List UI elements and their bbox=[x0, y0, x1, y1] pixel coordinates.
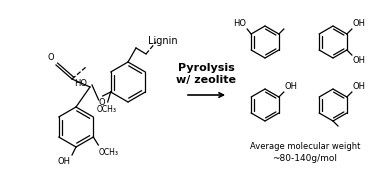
Text: O: O bbox=[47, 53, 54, 62]
Text: OH: OH bbox=[353, 19, 366, 28]
Text: Average molecular weight: Average molecular weight bbox=[250, 142, 360, 151]
Text: Lignin: Lignin bbox=[148, 36, 178, 46]
Text: HO: HO bbox=[74, 80, 87, 89]
Text: ~80-140g/mol: ~80-140g/mol bbox=[273, 154, 338, 163]
Text: HO: HO bbox=[233, 19, 246, 28]
Text: OCH₃: OCH₃ bbox=[98, 148, 118, 157]
Text: Pyrolysis: Pyrolysis bbox=[178, 63, 235, 73]
Text: OCH₃: OCH₃ bbox=[97, 105, 117, 114]
Text: OH: OH bbox=[353, 82, 366, 91]
Text: O: O bbox=[98, 98, 105, 107]
Text: OH: OH bbox=[285, 82, 298, 91]
Text: OH: OH bbox=[353, 56, 366, 65]
Text: OH: OH bbox=[58, 157, 71, 166]
Text: w/ zeolite: w/ zeolite bbox=[177, 75, 237, 85]
